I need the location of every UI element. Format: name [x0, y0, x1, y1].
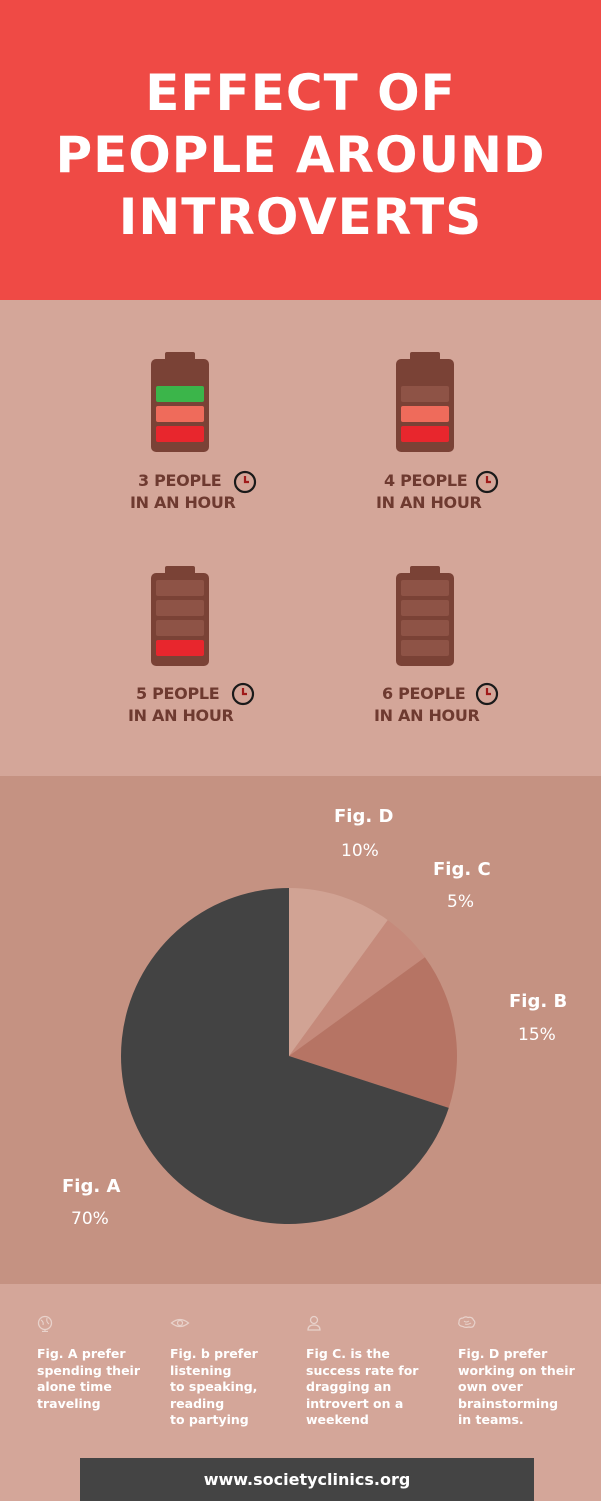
battery-label-5: 5 PEOPLE IN AN HOUR: [128, 683, 234, 727]
slice-name-b: Fig. B: [509, 991, 568, 1012]
battery-label-line2: IN AN HOUR: [376, 493, 482, 512]
battery-cell: [156, 426, 204, 442]
note-line: brainstorming: [458, 1395, 559, 1411]
battery-cell: [156, 600, 204, 616]
battery-cell: [401, 366, 449, 382]
battery-cap: [165, 566, 195, 574]
battery-cell: [156, 406, 204, 422]
note-line: listening: [170, 1362, 232, 1378]
slice-name-c: Fig. C: [433, 859, 491, 880]
battery-label-line1: 4 PEOPLE: [384, 471, 468, 490]
note-line: working on their: [458, 1362, 575, 1378]
battery-label-3: 3 PEOPLE IN AN HOUR: [130, 470, 236, 514]
pie-slice-figb: [289, 957, 457, 1108]
title-line-1: EFFECT OF: [145, 64, 456, 122]
clock-icon: [475, 682, 499, 706]
pie-slice-figd: [289, 888, 388, 1056]
battery-body: [396, 573, 454, 666]
battery-label-line2: IN AN HOUR: [128, 706, 234, 725]
page-title: EFFECT OF PEOPLE AROUND INTROVERTS: [0, 62, 601, 248]
battery-cell: [401, 580, 449, 596]
battery-6-people: [396, 566, 454, 666]
note-line: Fig. b prefer: [170, 1346, 258, 1361]
battery-cap: [410, 566, 440, 574]
battery-label-line2: IN AN HOUR: [374, 706, 480, 725]
note-line: Fig C. is the: [306, 1346, 390, 1361]
brain-icon: [458, 1316, 476, 1328]
battery-body: [151, 359, 209, 452]
slice-name-a: Fig. A: [62, 1176, 121, 1197]
note-line: spending their: [37, 1362, 140, 1378]
clock-icon: [475, 470, 499, 494]
battery-cell: [401, 640, 449, 656]
battery-label-line1: 3 PEOPLE: [138, 471, 222, 490]
battery-label-6: 6 PEOPLE IN AN HOUR: [374, 683, 480, 727]
battery-section: 3 PEOPLE IN AN HOUR 4 PEOPLE IN AN HOUR: [0, 300, 601, 776]
note-line: alone time: [37, 1379, 112, 1394]
pie-chart-section: Fig. D 10% Fig. C 5% Fig. B 15% Fig. A 7…: [0, 776, 601, 1284]
eye-icon: [170, 1318, 190, 1328]
note-fig-b: Fig. b prefer listening to speaking, rea…: [170, 1346, 310, 1429]
clock-icon: [233, 470, 257, 494]
note-line: success rate for: [306, 1362, 419, 1378]
note-line: introvert on a: [306, 1395, 404, 1411]
note-fig-d: Fig. D prefer working on their own over …: [458, 1346, 598, 1429]
slice-percent-b: 15%: [518, 1025, 556, 1045]
battery-cell: [401, 600, 449, 616]
battery-cell: [156, 580, 204, 596]
globe-icon: [37, 1315, 53, 1332]
battery-cap: [165, 352, 195, 360]
battery-cell: [156, 386, 204, 402]
note-fig-a: Fig. A prefer spending their alone time …: [37, 1346, 177, 1412]
pie-slice-figa: [121, 888, 449, 1224]
note-line: own over: [458, 1379, 523, 1394]
slice-name-d: Fig. D: [334, 806, 394, 827]
footer-bar: www.societyclinics.org: [80, 1458, 534, 1501]
header-banner: EFFECT OF PEOPLE AROUND INTROVERTS: [0, 0, 601, 300]
battery-3-people: [151, 352, 209, 452]
slice-percent-a: 70%: [71, 1209, 109, 1229]
note-line: Fig. D prefer: [458, 1346, 548, 1361]
battery-body: [151, 573, 209, 666]
pie-chart: [121, 888, 457, 1224]
battery-5-people: [151, 566, 209, 666]
battery-cell: [401, 406, 449, 422]
note-line: reading: [170, 1395, 225, 1411]
note-fig-c: Fig C. is the success rate for dragging …: [306, 1346, 446, 1429]
note-line: weekend: [306, 1412, 369, 1427]
battery-cell: [401, 386, 449, 402]
battery-cell: [401, 620, 449, 636]
battery-label-line1: 6 PEOPLE: [382, 684, 466, 703]
note-line: to partying: [170, 1412, 249, 1427]
battery-body: [396, 359, 454, 452]
battery-cell: [156, 366, 204, 382]
note-line: Fig. A prefer: [37, 1346, 126, 1361]
battery-4-people: [396, 352, 454, 452]
note-line: to speaking,: [170, 1379, 258, 1394]
battery-cap: [410, 352, 440, 360]
title-line-2: PEOPLE AROUND: [55, 126, 546, 184]
battery-cell: [156, 640, 204, 656]
battery-cell: [401, 426, 449, 442]
battery-label-4: 4 PEOPLE IN AN HOUR: [376, 470, 482, 514]
note-line: traveling: [37, 1395, 101, 1411]
person-icon: [307, 1315, 321, 1331]
pie-slice-figc: [289, 920, 425, 1056]
title-line-3: INTROVERTS: [118, 188, 483, 246]
battery-cell: [156, 620, 204, 636]
note-line: in teams.: [458, 1412, 524, 1427]
slice-percent-c: 5%: [447, 892, 474, 912]
note-line: dragging an: [306, 1379, 392, 1394]
slice-percent-d: 10%: [341, 841, 379, 861]
footer-url[interactable]: www.societyclinics.org: [203, 1470, 411, 1489]
battery-label-line1: 5 PEOPLE: [136, 684, 220, 703]
clock-icon: [231, 682, 255, 706]
battery-label-line2: IN AN HOUR: [130, 493, 236, 512]
